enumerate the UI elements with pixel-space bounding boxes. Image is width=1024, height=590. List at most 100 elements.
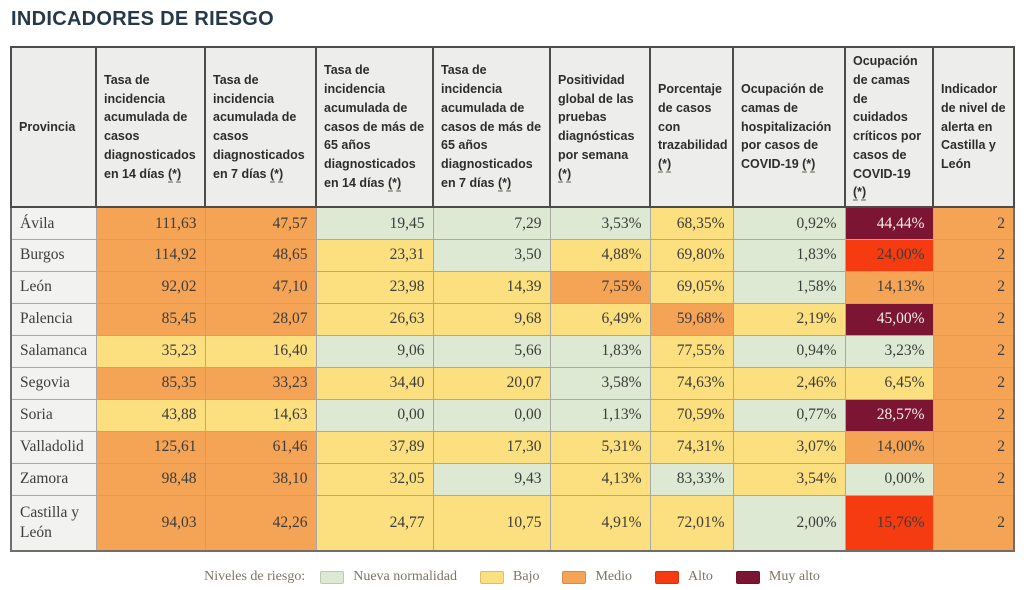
data-cell: 69,80%: [649, 238, 734, 272]
data-cell: 0,00: [432, 398, 551, 432]
data-cell: 0,00%: [844, 462, 934, 496]
data-cell: 28,57%: [844, 398, 934, 432]
data-cell: 6,49%: [549, 302, 651, 336]
data-cell: 10,75: [432, 494, 551, 552]
row-header-province: Segovia: [10, 366, 97, 400]
row-header-province: Ávila: [10, 206, 97, 240]
table-row: Castilla y León 94,03 42,26 24,77 10,75 4,91%…: [10, 494, 1015, 552]
data-cell: 38,10: [204, 462, 317, 496]
legend-item-label: Bajo: [513, 569, 540, 584]
data-cell: 83,33%: [649, 462, 734, 496]
risk-levels-legend: Niveles de riesgo: Nueva normalidad Bajo M…: [10, 569, 1014, 585]
data-cell: 35,23: [95, 334, 206, 368]
data-cell: 0,94%: [732, 334, 846, 368]
data-cell: 2: [932, 334, 1015, 368]
footnote-link[interactable]: (*): [269, 166, 284, 183]
data-cell: 15,76%: [844, 494, 934, 552]
data-cell: 33,23: [204, 366, 317, 400]
data-cell: 92,02: [95, 270, 206, 304]
data-cell: 34,40: [315, 366, 434, 400]
data-cell: 0,77%: [732, 398, 846, 432]
data-cell: 5,31%: [549, 430, 651, 464]
legend-item-muyalto: Muy alto: [735, 569, 820, 585]
data-cell: 94,03: [95, 494, 206, 552]
data-cell: 3,54%: [732, 462, 846, 496]
table-row: Palencia 85,45 28,07 26,63 9,68 6,49% 59,68% 2,…: [10, 302, 1015, 336]
data-cell: 77,55%: [649, 334, 734, 368]
data-cell: 44,44%: [844, 206, 934, 240]
table-row: Salamanca 35,23 16,40 9,06 5,66 1,83% 77,55% 0,…: [10, 334, 1015, 368]
legend-item-label: Muy alto: [768, 569, 820, 584]
legend-item-label: Nueva normalidad: [353, 569, 458, 584]
legend-item-medio: Medio: [562, 569, 632, 585]
data-cell: 3,50: [432, 238, 551, 272]
footnote-link[interactable]: (*): [853, 185, 867, 202]
data-cell: 47,57: [204, 206, 317, 240]
legend-swatch-muyalto: [735, 570, 760, 584]
legend-label: Niveles de riesgo:: [204, 569, 306, 584]
data-cell: 61,46: [204, 430, 317, 464]
data-cell: 2: [932, 462, 1015, 496]
data-cell: 14,00%: [844, 430, 934, 464]
column-header-0: Provincia: [10, 46, 97, 208]
data-cell: 23,31: [315, 238, 434, 272]
data-cell: 1,58%: [732, 270, 846, 304]
row-header-province: Zamora: [10, 462, 97, 496]
data-cell: 0,92%: [732, 206, 846, 240]
data-cell: 2: [932, 366, 1015, 400]
data-cell: 74,31%: [649, 430, 734, 464]
data-cell: 20,07: [432, 366, 551, 400]
legend-swatch-nueva: [320, 570, 345, 584]
data-cell: 19,45: [315, 206, 434, 240]
data-cell: 6,45%: [844, 366, 934, 400]
column-header-6: Porcentaje de casos con trazabilidad (*): [649, 46, 734, 208]
footnote-link[interactable]: (*): [167, 166, 182, 183]
data-cell: 85,45: [95, 302, 206, 336]
column-header-4: Tasa de incidencia acumulada de casos de…: [432, 46, 551, 208]
column-header-8: Ocupación de camas de cuidados críticos …: [844, 46, 934, 208]
footnote-link[interactable]: (*): [497, 175, 512, 192]
footnote-link[interactable]: (*): [387, 175, 402, 192]
data-cell: 7,55%: [549, 270, 651, 304]
footnote-link[interactable]: (*): [658, 157, 672, 174]
legend-item-nueva: Nueva normalidad: [320, 569, 457, 585]
data-cell: 2: [932, 494, 1015, 552]
legend-swatch-bajo: [480, 570, 505, 584]
footnote-link[interactable]: (*): [558, 166, 572, 183]
table-header-row: Provincia Tasa de incidencia acumulada de…: [10, 46, 1015, 208]
data-cell: 5,66: [432, 334, 551, 368]
data-cell: 3,58%: [549, 366, 651, 400]
data-cell: 2: [932, 302, 1015, 336]
table-row: Burgos 114,92 48,65 23,31 3,50 4,88% 69,80% 1,8…: [10, 238, 1015, 272]
data-cell: 2: [932, 206, 1015, 240]
data-cell: 48,65: [204, 238, 317, 272]
data-cell: 2: [932, 238, 1015, 272]
table-row: Zamora 98,48 38,10 32,05 9,43 4,13% 83,33% 3,54…: [10, 462, 1015, 496]
data-cell: 4,13%: [549, 462, 651, 496]
data-cell: 69,05%: [649, 270, 734, 304]
legend-swatch-medio: [562, 570, 587, 584]
table-header: Provincia Tasa de incidencia acumulada de…: [10, 46, 1015, 208]
data-cell: 98,48: [95, 462, 206, 496]
data-cell: 16,40: [204, 334, 317, 368]
data-cell: 17,30: [432, 430, 551, 464]
data-cell: 26,63: [315, 302, 434, 336]
table-row: Soria 43,88 14,63 0,00 0,00 1,13% 70,59% 0,77% 2…: [10, 398, 1015, 432]
data-cell: 1,13%: [549, 398, 651, 432]
data-cell: 45,00%: [844, 302, 934, 336]
footnote-link[interactable]: (*): [802, 157, 816, 174]
data-cell: 3,53%: [549, 206, 651, 240]
data-cell: 28,07: [204, 302, 317, 336]
row-header-province: Valladolid: [10, 430, 97, 464]
data-cell: 2,46%: [732, 366, 846, 400]
legend-item-bajo: Bajo: [480, 569, 539, 585]
legend-swatch-alto: [655, 570, 680, 584]
row-header-province: León: [10, 270, 97, 304]
data-cell: 24,77: [315, 494, 434, 552]
data-cell: 59,68%: [649, 302, 734, 336]
data-cell: 114,92: [95, 238, 206, 272]
data-cell: 68,35%: [649, 206, 734, 240]
data-cell: 32,05: [315, 462, 434, 496]
legend-item-label: Medio: [595, 569, 633, 584]
